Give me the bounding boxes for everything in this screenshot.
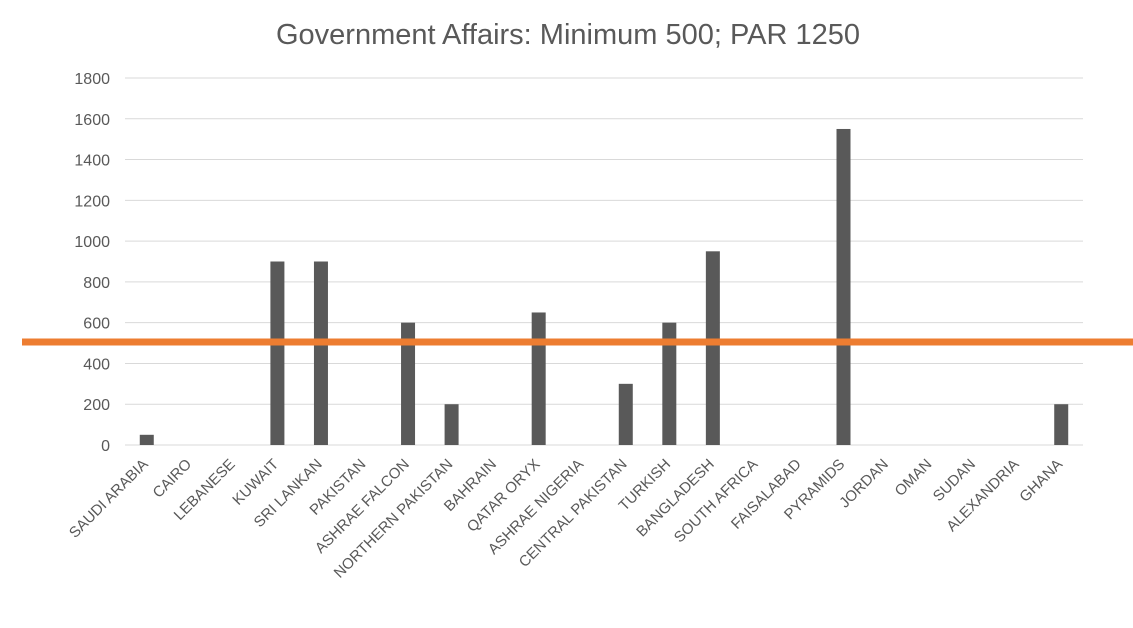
y-tick-label-600: 600 [83, 316, 110, 333]
chart-title: Government Affairs: Minimum 500; PAR 125… [276, 19, 860, 51]
y-tick-label-1200: 1200 [74, 193, 110, 210]
bar-ghana [1054, 404, 1069, 445]
y-tick-label-1600: 1600 [74, 112, 110, 129]
bar-northern-pakistan [444, 404, 459, 445]
bar-sri-lankan [313, 261, 328, 445]
x-tick-label-bangladesh: BANGLADESH [633, 456, 718, 541]
y-tick-label-400: 400 [83, 356, 110, 373]
y-axis-ticks: 0 200 400 600 800 1000 1200 1400 1600 1800 [74, 71, 110, 455]
bar-pyramids [836, 128, 851, 445]
bars [139, 128, 1069, 445]
y-tick-label-0: 0 [101, 438, 110, 455]
bar-qatar-oryx [531, 312, 546, 445]
bar-turkish [662, 322, 677, 445]
y-tick-label-1800: 1800 [74, 71, 110, 88]
bar-saudi-arabia [139, 434, 154, 445]
x-tick-label-ghana: GHANA [1016, 456, 1066, 506]
y-tick-label-1400: 1400 [74, 153, 110, 170]
bar-bangladesh [705, 251, 720, 445]
gridlines [125, 77, 1083, 446]
x-tick-label-saudi-arabia: SAUDI ARABIA [66, 456, 152, 542]
y-tick-label-1000: 1000 [74, 234, 110, 251]
y-tick-label-800: 800 [83, 275, 110, 292]
y-tick-label-200: 200 [83, 397, 110, 414]
bar-central-pakistan [618, 383, 633, 445]
bar-kuwait [270, 261, 285, 445]
bar-ashrae-falcon [401, 322, 416, 445]
